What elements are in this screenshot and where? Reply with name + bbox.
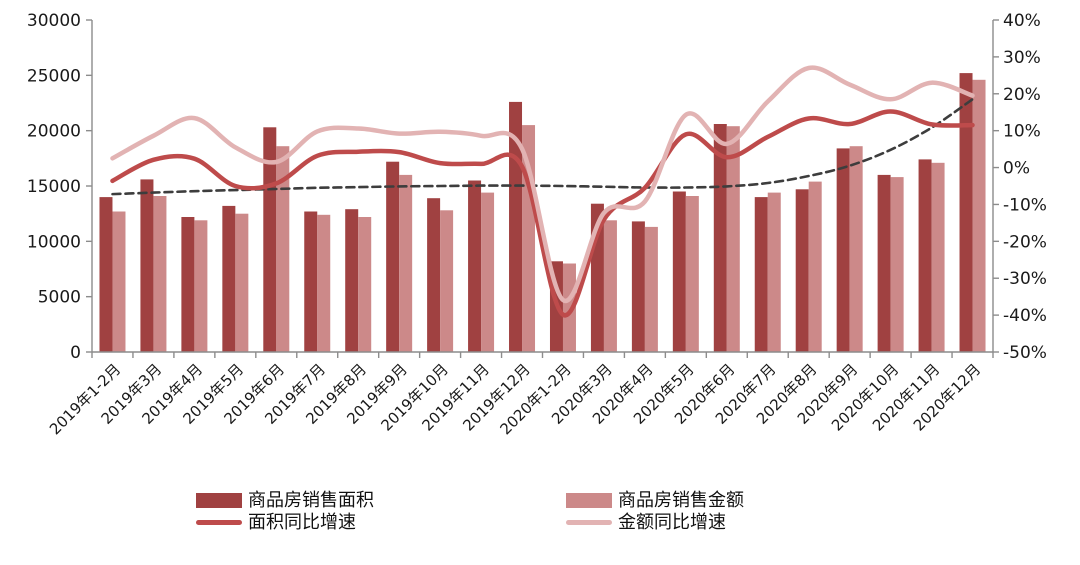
legend-label-sales-area: 商品房销售面积 (248, 490, 374, 511)
bar-sales-amount (481, 192, 495, 352)
y-right-tick-label: 40% (1003, 11, 1041, 31)
bar-sales-amount (153, 196, 167, 352)
bar-sales-area (836, 148, 850, 352)
bar-sales-area (427, 198, 441, 352)
y-right-tick-label: 30% (1003, 48, 1041, 68)
bar-sales-area (754, 197, 768, 352)
bar-sales-area (304, 211, 318, 352)
bar-sales-amount (972, 79, 986, 353)
bar-sales-amount (562, 263, 576, 352)
bar-sales-amount (358, 217, 372, 352)
bar-sales-area (795, 189, 809, 352)
bar-sales-amount (849, 146, 863, 352)
legend-item-sales-area: 商品房销售面积 (196, 490, 374, 511)
y-left-tick-label: 15000 (27, 177, 81, 197)
y-right-tick-label: -50% (1003, 343, 1047, 363)
y-left-tick-label: 30000 (27, 11, 81, 31)
y-right-tick-label: 10% (1003, 122, 1041, 142)
bar-sales-area (222, 205, 236, 352)
y-right-tick-label: 0% (1003, 159, 1030, 179)
bar-sales-amount (440, 210, 454, 352)
y-left-tick-label: 20000 (27, 122, 81, 142)
bar-sales-area (386, 161, 400, 352)
bar-sales-area (468, 180, 482, 352)
bar-sales-amount (767, 192, 781, 352)
bar-sales-area (672, 191, 686, 352)
y-left-tick-label: 25000 (27, 66, 81, 86)
legend-label-area-growth: 面积同比增速 (248, 512, 356, 533)
legend-label-sales-amount: 商品房销售金额 (618, 490, 744, 511)
y-right-tick-label: -30% (1003, 269, 1047, 289)
bar-sales-area (140, 179, 154, 352)
legend-item-sales-amount: 商品房销售金额 (566, 490, 744, 511)
bar-sales-area (959, 73, 973, 352)
y-right-tick-label: -10% (1003, 195, 1047, 215)
bar-sales-amount (112, 211, 126, 352)
bar-sales-amount (317, 214, 331, 352)
legend-swatch-area-growth-icon (196, 520, 242, 525)
bar-sales-amount (931, 162, 945, 352)
legend-label-amount-growth: 金额同比增速 (618, 512, 726, 533)
legend-swatch-sales-amount-icon (566, 493, 612, 508)
bar-sales-area (181, 217, 195, 352)
y-right-tick-label: 20% (1003, 85, 1041, 105)
bar-sales-area (345, 209, 359, 352)
bar-sales-area (713, 124, 727, 352)
legend-item-area-growth: 面积同比增速 (196, 512, 374, 533)
bar-sales-area (631, 221, 645, 352)
bar-sales-area (99, 197, 113, 352)
bar-sales-amount (890, 177, 904, 352)
legend-swatch-sales-area-icon (196, 493, 242, 508)
bar-sales-amount (399, 174, 413, 352)
line-amount-growth (110, 65, 975, 304)
bar-sales-amount (235, 213, 249, 352)
bar-sales-amount (276, 146, 290, 352)
y-left-tick-label: 5000 (38, 288, 81, 308)
legend-swatch-amount-growth-icon (566, 520, 612, 525)
y-right-tick-label: -40% (1003, 306, 1047, 326)
bar-sales-amount (685, 196, 699, 352)
bar-sales-amount (726, 126, 740, 352)
bar-sales-amount (194, 220, 208, 352)
y-right-tick-label: -20% (1003, 232, 1047, 252)
bar-sales-amount (808, 181, 822, 352)
y-left-tick-label: 0 (70, 343, 81, 363)
line-area-growth (110, 109, 975, 318)
bar-sales-area (877, 174, 891, 352)
bar-sales-amount (644, 226, 658, 352)
bar-sales-amount (603, 220, 617, 352)
bar-sales-area (918, 159, 932, 352)
y-left-tick-label: 10000 (27, 232, 81, 252)
legend-item-amount-growth: 金额同比增速 (566, 512, 744, 533)
chart-legend: 商品房销售面积 商品房销售金额 面积同比增速 金额同比增速 (196, 490, 744, 533)
